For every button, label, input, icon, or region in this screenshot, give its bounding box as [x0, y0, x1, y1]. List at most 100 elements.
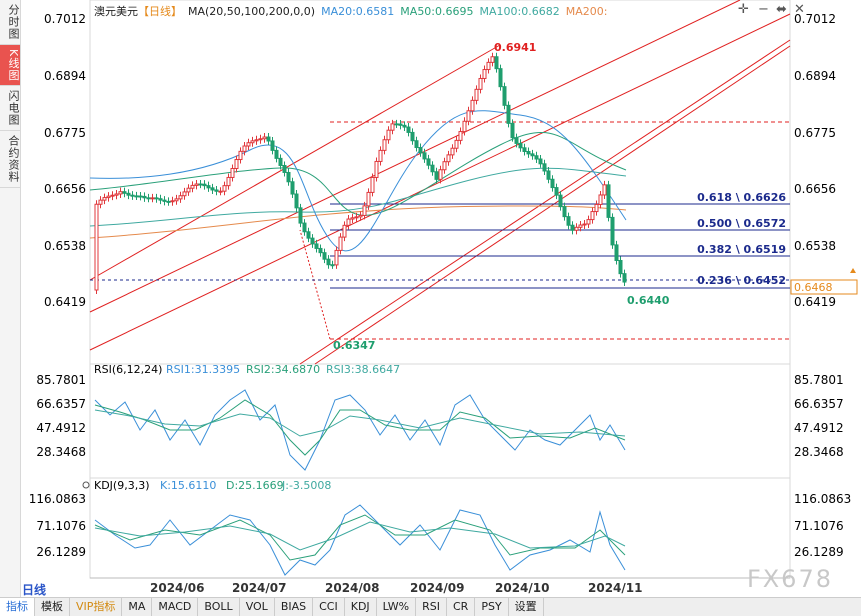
candle [498, 68, 503, 88]
rsi-tick: 85.7801 [36, 373, 86, 387]
settings-dot-icon [82, 481, 90, 489]
indicator-toolbar: 指标 模板 VIP指标 MA MACD BOLL VOL BIAS CCI KD… [0, 597, 861, 616]
tab-lightning[interactable]: 闪电图 [0, 86, 20, 132]
candle [322, 252, 327, 260]
candle [254, 139, 259, 142]
ma200-line [89, 205, 627, 239]
ma-config-label[interactable]: MA(20,50,100,200,0,0) [188, 5, 316, 18]
candle [434, 171, 439, 180]
candle [314, 243, 319, 249]
candle [446, 154, 451, 163]
toolbar-ma[interactable]: MA [122, 598, 153, 616]
toolbar-macd[interactable]: MACD [152, 598, 199, 616]
expand-icon[interactable]: ⬌ [776, 2, 787, 17]
toolbar-cci[interactable]: CCI [313, 598, 345, 616]
candle [98, 199, 103, 205]
toolbar-bias[interactable]: BIAS [275, 598, 314, 616]
price-tick: 0.6775 [794, 126, 836, 140]
candle [286, 171, 291, 183]
candle [326, 258, 331, 266]
candle [154, 197, 159, 200]
candle [374, 160, 379, 178]
rsi3-value: RSI3:38.6647 [326, 363, 400, 376]
toolbar-template[interactable]: 模板 [35, 598, 70, 616]
rsi1-line [94, 389, 626, 471]
candle [306, 231, 311, 239]
toolbar-kdj[interactable]: KDJ [345, 598, 377, 616]
toolbar-vip-indicators[interactable]: VIP指标 [70, 598, 123, 616]
candle [542, 163, 547, 172]
candle [210, 187, 215, 191]
period-selector[interactable]: 日线 [22, 583, 47, 597]
kdj-tick: 116.0863 [29, 492, 86, 506]
candle [474, 88, 479, 101]
kdj-tick: 71.1076 [36, 519, 86, 533]
tab-kline[interactable]: K线图 [0, 45, 20, 87]
candle [430, 164, 435, 173]
toolbar-psy[interactable]: PSY [475, 598, 509, 616]
candle [234, 159, 239, 169]
add-icon[interactable]: ✛ [738, 2, 749, 17]
candle [270, 140, 275, 151]
rsi-axis: 85.7801 66.6357 47.4912 28.3468 85.7801 … [36, 373, 843, 459]
period-tag[interactable]: 【日线】 [138, 5, 182, 18]
candle [534, 155, 539, 160]
price-marker-icon [850, 268, 856, 273]
candle [146, 197, 151, 200]
kdj-d-value: D:25.1669 [226, 479, 284, 492]
candle [458, 131, 463, 141]
price-tick: 0.6775 [44, 126, 86, 140]
chart-area[interactable]: 0.7012 0.6894 0.6775 0.6656 0.6538 0.641… [0, 0, 861, 597]
toolbar-lw[interactable]: LW% [377, 598, 417, 616]
candle [330, 264, 335, 267]
kdj-d-line [94, 521, 626, 551]
candle [162, 199, 167, 202]
candle [150, 197, 155, 200]
candle [518, 142, 523, 149]
candle [526, 150, 531, 155]
price-axis-left: 0.7012 0.6894 0.6775 0.6656 0.6538 0.641… [44, 12, 86, 309]
kdj-j-value: J:-3.5008 [281, 479, 331, 492]
symbol-name: 澳元美元 [94, 5, 138, 18]
candle [214, 189, 219, 192]
close-icon[interactable]: ✕ [794, 2, 805, 17]
candle [558, 194, 563, 208]
date-tick: 2024/10 [495, 581, 549, 595]
channel-line-3 [299, 39, 791, 365]
toolbar-cr[interactable]: CR [447, 598, 476, 616]
minimize-icon[interactable]: − [758, 2, 769, 17]
rsi-lines [94, 389, 626, 471]
candle [478, 77, 483, 90]
candle [138, 195, 143, 198]
price-tick: 0.6656 [794, 182, 836, 196]
toolbar-settings[interactable]: 设置 [509, 598, 544, 616]
candle [418, 147, 423, 154]
candle [246, 142, 251, 147]
toolbar-boll[interactable]: BOLL [198, 598, 240, 616]
candle [294, 193, 299, 209]
candle [302, 222, 307, 233]
channel-line-4 [314, 45, 791, 365]
tab-contract-info[interactable]: 合约资料 [0, 131, 20, 189]
candle [338, 236, 343, 251]
candle [290, 181, 295, 195]
candle [466, 110, 471, 122]
kdj-tick: 26.1289 [794, 545, 844, 559]
candle [586, 219, 591, 225]
date-tick: 2024/08 [325, 581, 379, 595]
candle [410, 131, 415, 142]
date-tick: 2024/11 [588, 581, 642, 595]
candle [238, 150, 243, 161]
price-tick: 0.6419 [44, 295, 86, 309]
ma20-value: MA20:0.6581 [321, 5, 395, 18]
toolbar-vol[interactable]: VOL [240, 598, 275, 616]
candle [402, 124, 407, 128]
fibonacci-levels[interactable]: 0.618 \ 0.6626 0.500 \ 0.6572 0.382 \ 0.… [90, 191, 790, 289]
candlesticks[interactable] [94, 52, 627, 294]
candle [178, 195, 183, 200]
toolbar-indicators[interactable]: 指标 [0, 598, 35, 616]
candle [334, 249, 339, 266]
candle [110, 194, 115, 197]
tab-timeshare[interactable]: 分时图 [0, 0, 20, 45]
toolbar-rsi[interactable]: RSI [416, 598, 447, 616]
